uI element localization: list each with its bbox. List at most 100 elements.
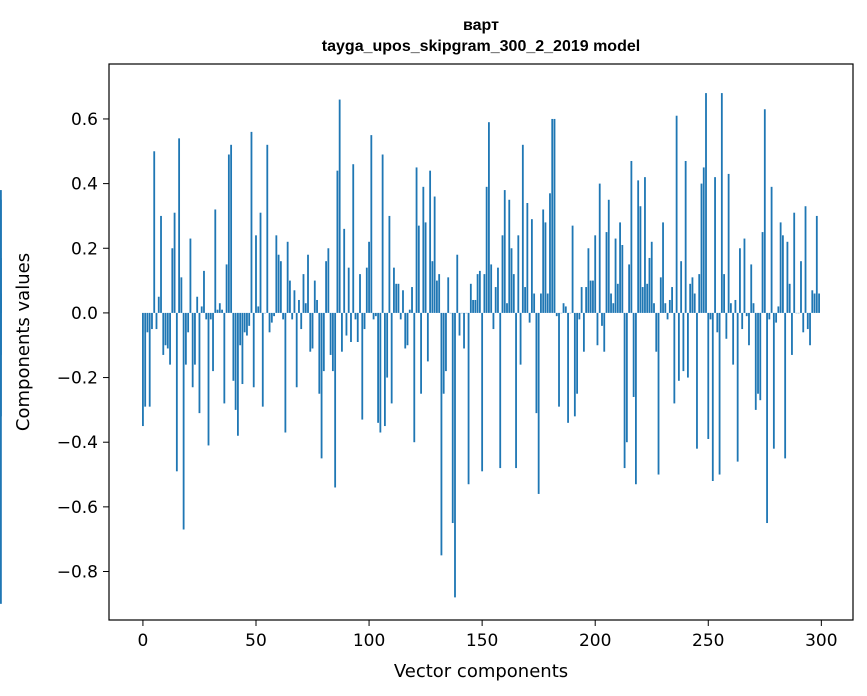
bar [402,290,404,313]
bar [648,257,651,313]
bar [702,167,705,313]
bar [345,312,348,336]
y-axis: −0.8 −0.6 −0.4 −0.2 0.0 0.2 0.4 0.6 [57,110,109,583]
bar [194,312,196,365]
bar [818,293,820,313]
bar [488,122,490,313]
bar [562,303,565,313]
bar [720,93,723,313]
bar [506,303,508,313]
bar [151,312,153,330]
bar [408,309,411,313]
bar [804,206,807,313]
bar [218,303,221,313]
bar [592,280,594,313]
bar [512,274,515,313]
bar [291,312,294,320]
bar [707,312,710,439]
bar [757,312,759,394]
bar [693,293,696,313]
bar [490,264,493,313]
bar [684,160,687,313]
bar [155,312,158,330]
bar [533,293,536,313]
bar [0,312,2,417]
bar [813,293,816,313]
bar [223,312,226,404]
bar [282,312,285,320]
bar [646,283,649,313]
bar [273,312,275,317]
bar [184,312,187,365]
bar [811,290,814,313]
bar [433,196,436,313]
bar [429,170,432,313]
bar [420,312,422,394]
bar [621,245,624,313]
bar [675,115,678,313]
bar [603,312,606,352]
bar [232,312,235,381]
bar [723,274,726,313]
bar [632,312,635,397]
bar [725,312,728,339]
bar [594,235,597,313]
bar [711,312,714,481]
bar [257,306,260,313]
x-axis: 0 50 100 150 200 250 300 [138,620,838,651]
bar [655,312,658,352]
bar [469,283,472,313]
y-tick-label: −0.2 [57,369,98,389]
x-tick-label: 250 [692,631,724,651]
bar [300,312,303,330]
bar [209,312,212,320]
bar [759,312,762,401]
bar [436,280,438,313]
bar [657,312,660,475]
bar [334,312,337,488]
bar [216,309,219,313]
bar [666,312,669,320]
bar [413,312,416,443]
bar [809,312,811,346]
bar [377,312,380,423]
bar [601,312,603,326]
bar [266,144,269,313]
bar [246,312,248,336]
bar [422,186,425,313]
bar [270,312,273,323]
bar [309,312,312,352]
bar [763,109,766,313]
bar [705,93,707,313]
y-axis-label: Components values [13,253,34,431]
bar [338,99,341,313]
bar [485,186,488,313]
bar [610,293,612,313]
bar [748,312,750,346]
bar [605,232,608,313]
bar [329,312,332,355]
bar [766,312,768,524]
bar [379,312,382,433]
bar [467,312,470,485]
bar [458,312,461,336]
bar [343,228,346,313]
bar [555,312,558,317]
bar [327,248,330,313]
bar [662,222,664,313]
bar [623,312,626,469]
bar [630,160,633,313]
bar [372,312,375,320]
bar [275,235,278,313]
bar [212,312,214,372]
bar [445,312,447,372]
bar [463,312,465,349]
bar [786,241,789,313]
bar [483,274,486,313]
bar [481,312,484,472]
plot-frame [108,63,854,621]
bar [146,312,149,333]
x-axis-label: Vector components [394,661,568,682]
y-tick-label: −0.8 [57,563,98,583]
bar [598,183,601,313]
